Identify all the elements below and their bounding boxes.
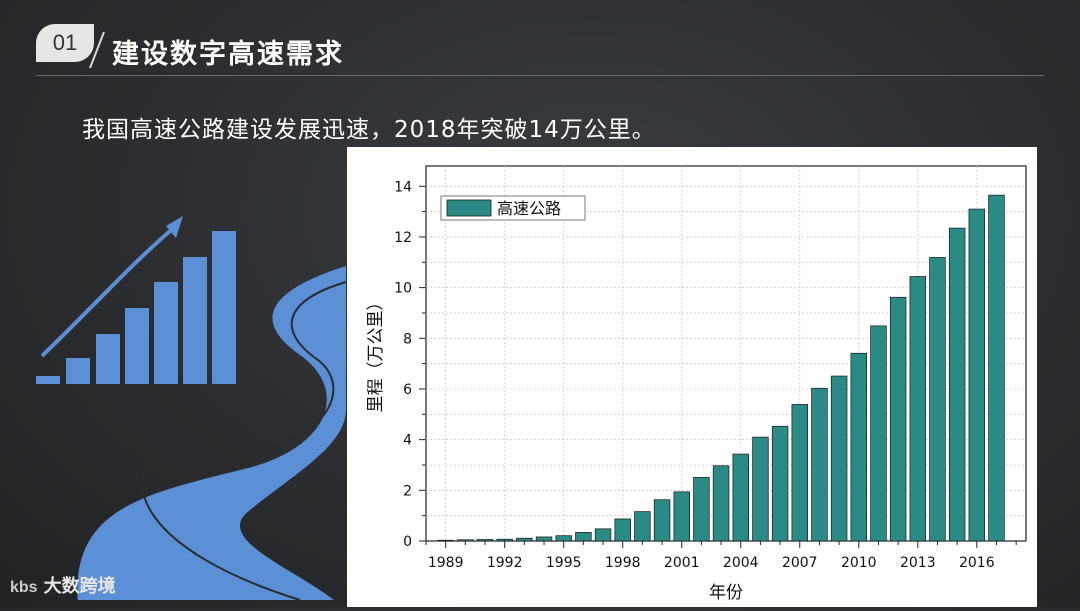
x-tick-label: 2010	[841, 555, 877, 571]
x-tick-label: 1995	[546, 555, 582, 571]
bar-2016	[968, 208, 986, 542]
number-badge: 01	[36, 24, 94, 62]
x-tick-label: 1989	[428, 555, 464, 571]
bar-2010	[850, 352, 868, 542]
bar-2001	[673, 491, 690, 542]
x-tick-label: 2004	[723, 555, 759, 571]
bar-1996	[575, 532, 592, 542]
bar-chart: 0 2 4 6 8 10 12 14 1989 1992 1995 1998 2001 2004 2007 2…	[366, 165, 1027, 603]
legend-label: 高速公路	[497, 199, 561, 218]
bar-2009	[830, 375, 848, 542]
legend: 高速公路	[440, 195, 586, 221]
bar-1995	[555, 535, 572, 542]
bar-1991	[476, 539, 494, 542]
bar-2015	[948, 227, 966, 542]
x-tick-label: 2007	[782, 555, 818, 571]
chart-panel: 0 2 4 6 8 10 12 14 1989 1992 1995 1998 2001 2004 2007 2…	[347, 147, 1037, 607]
bar-1990	[457, 539, 474, 542]
bar-1997	[594, 528, 612, 542]
bar-1993	[516, 537, 533, 542]
y-tick-label: 10	[394, 281, 412, 297]
x-tick-label: 2001	[664, 555, 700, 571]
y-tick-label: 2	[403, 483, 412, 499]
x-tick-label: 2013	[900, 555, 936, 571]
bar-2013	[909, 276, 927, 542]
bar-2000	[653, 499, 671, 542]
subtitle-text: 我国高速公路建设发展迅速，2018年突破14万公里。	[82, 117, 656, 143]
bar-2005	[752, 436, 769, 542]
bar-2007	[791, 404, 808, 542]
x-tick-label: 1992	[487, 555, 523, 571]
watermark: kbs 大数跨境	[10, 572, 116, 598]
legend-swatch	[446, 199, 492, 217]
bar-1989	[437, 539, 454, 542]
bar-2002	[693, 477, 710, 542]
bar-2003	[712, 465, 730, 542]
y-tick-label: 8	[403, 331, 412, 347]
bar-1998	[614, 518, 631, 542]
y-axis-label: 里程（万公里）	[366, 294, 386, 413]
header-divider	[36, 75, 1044, 76]
y-tick-label: 6	[403, 382, 412, 398]
bar-1999	[634, 511, 651, 542]
x-axis-label: 年份	[709, 583, 743, 603]
watermark-text: 大数跨境	[43, 576, 116, 597]
bar-1992	[496, 538, 513, 542]
section-title: 建设数字高速需求	[112, 39, 344, 70]
bar-2004	[732, 453, 749, 542]
y-tick-label: 0	[403, 534, 412, 550]
bar-2011	[870, 325, 887, 542]
bar-1994	[535, 536, 553, 542]
slash-divider-icon	[89, 31, 105, 69]
y-tick-label: 4	[403, 433, 412, 449]
bar-2014	[929, 257, 946, 542]
growth-bars-road-icon	[36, 216, 347, 600]
y-tick-label: 12	[394, 230, 412, 246]
bar-2006	[771, 425, 789, 542]
watermark-logo: kbs	[10, 579, 38, 596]
bar-2008	[811, 387, 828, 542]
section-number: 01	[52, 30, 78, 55]
y-tick-label: 14	[394, 179, 412, 195]
x-tick-label: 2016	[959, 555, 995, 571]
x-tick-label: 1998	[605, 555, 641, 571]
bar-2017	[988, 194, 1005, 542]
bar-2012	[889, 296, 907, 542]
